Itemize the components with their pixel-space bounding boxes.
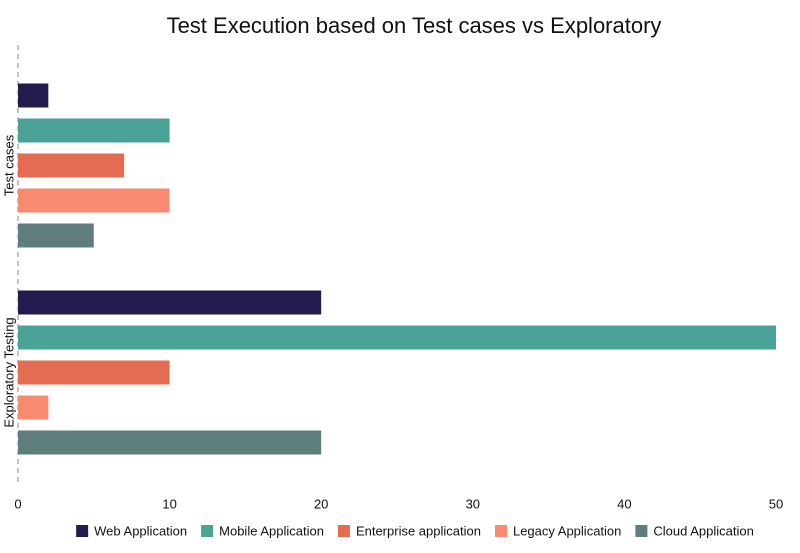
legend-label: Cloud Application <box>653 523 753 538</box>
bar <box>18 430 322 455</box>
bar <box>18 395 49 420</box>
legend-label: Enterprise application <box>356 523 481 538</box>
bar <box>18 223 94 248</box>
x-tick-label: 10 <box>162 496 176 511</box>
bar <box>18 290 322 315</box>
legend: Web Application Mobile Application Enterpr… <box>76 523 754 538</box>
legend-swatch <box>337 525 350 537</box>
y-tick-label: Exploratory Testing <box>1 317 16 427</box>
legend-label: Mobile Application <box>219 523 324 538</box>
legend-swatch <box>76 525 89 537</box>
legend-swatch <box>201 525 214 537</box>
legend-label: Legacy Application <box>513 523 621 538</box>
chart-title: Test Execution based on Test cases vs Ex… <box>167 13 662 38</box>
x-tick-label: 40 <box>617 496 631 511</box>
x-tick-label: 0 <box>14 496 21 511</box>
bar <box>18 83 49 108</box>
y-tick-label: Test cases <box>1 134 16 196</box>
bar <box>18 118 170 143</box>
bar <box>18 325 776 350</box>
bar <box>18 153 125 178</box>
bar <box>18 360 170 385</box>
legend-swatch <box>494 525 507 537</box>
legend-swatch <box>635 525 648 537</box>
x-tick-label: 20 <box>314 496 328 511</box>
x-tick-label: 30 <box>466 496 480 511</box>
legend-label: Web Application <box>94 523 187 538</box>
x-tick-label: 50 <box>769 496 783 511</box>
bar <box>18 188 170 213</box>
